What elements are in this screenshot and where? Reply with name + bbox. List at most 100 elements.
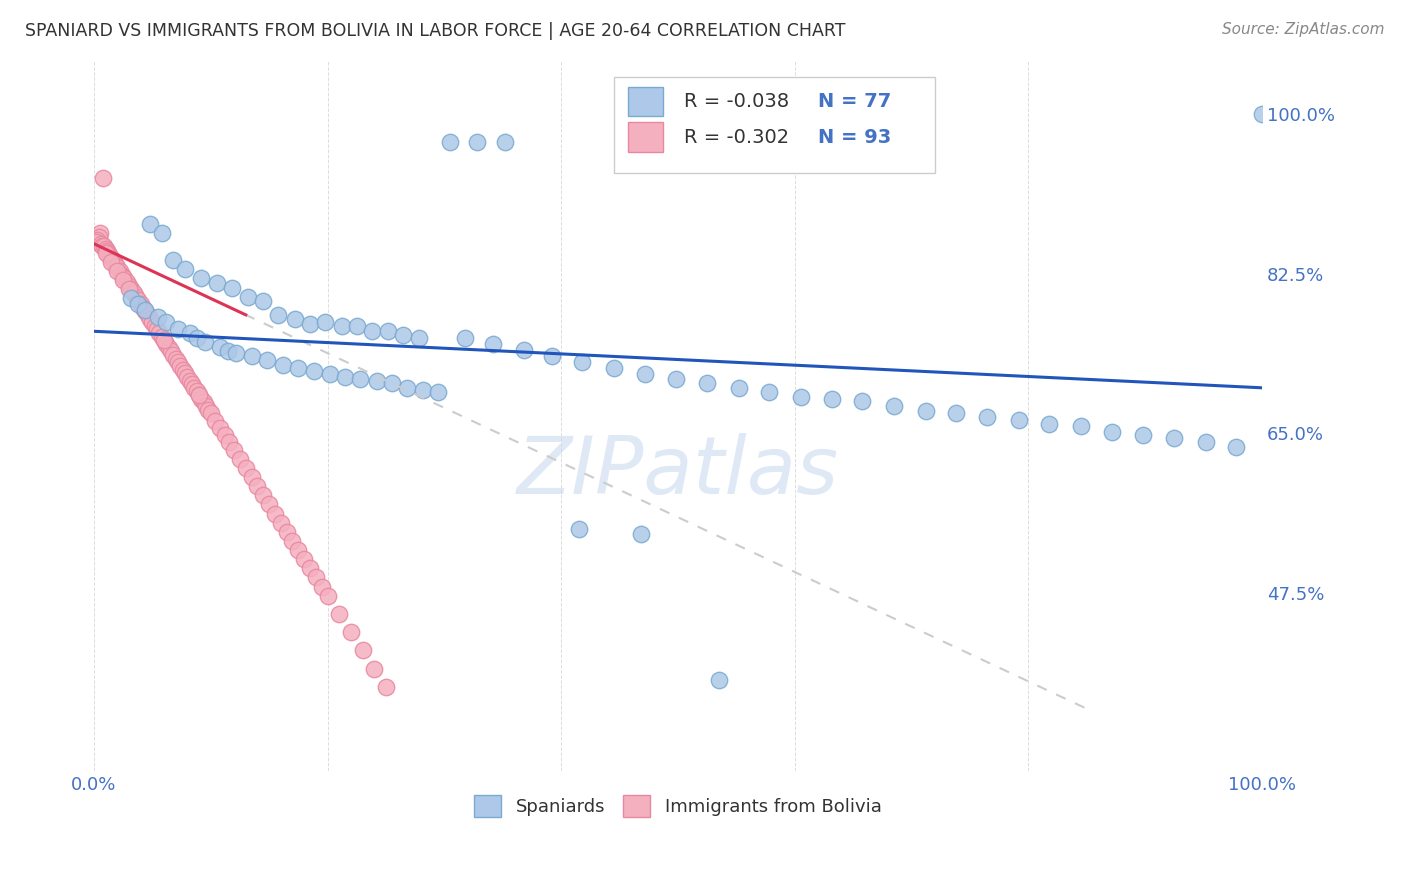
Point <box>540 349 562 363</box>
Point <box>1038 417 1060 432</box>
Point <box>571 355 593 369</box>
Point <box>183 381 205 395</box>
Point <box>103 255 125 269</box>
Point <box>91 171 114 186</box>
Point <box>174 366 197 380</box>
Point <box>1195 435 1218 450</box>
Point <box>287 543 309 558</box>
Point <box>153 334 176 348</box>
Point <box>240 349 263 363</box>
Point <box>176 369 198 384</box>
Point <box>361 324 384 338</box>
Point <box>298 561 321 575</box>
Point <box>204 414 226 428</box>
Point <box>112 273 135 287</box>
Point <box>408 331 430 345</box>
Point <box>132 301 155 315</box>
Point <box>696 376 718 391</box>
Point <box>209 421 232 435</box>
Text: N = 93: N = 93 <box>818 128 891 146</box>
Point <box>707 673 730 687</box>
Point <box>188 388 211 402</box>
Point <box>412 383 434 397</box>
Point <box>146 322 169 336</box>
Point <box>193 395 215 409</box>
Point <box>945 406 967 420</box>
Point <box>305 570 328 584</box>
Point <box>86 233 108 247</box>
Point <box>167 355 190 369</box>
Point <box>256 353 278 368</box>
Point <box>281 533 304 548</box>
Point <box>157 341 180 355</box>
Point <box>115 275 138 289</box>
Point <box>105 264 128 278</box>
Point <box>271 358 294 372</box>
Point <box>568 522 591 536</box>
Point <box>120 292 142 306</box>
Point <box>236 290 259 304</box>
Point <box>214 428 236 442</box>
Text: SPANIARD VS IMMIGRANTS FROM BOLIVIA IN LABOR FORCE | AGE 20-64 CORRELATION CHART: SPANIARD VS IMMIGRANTS FROM BOLIVIA IN L… <box>25 22 846 40</box>
Point <box>90 236 112 251</box>
Point <box>439 135 461 149</box>
Point <box>494 135 516 149</box>
Point <box>143 318 166 333</box>
Point <box>240 470 263 484</box>
Point <box>976 409 998 424</box>
Point <box>104 257 127 271</box>
Point <box>179 374 201 388</box>
Point <box>276 524 298 539</box>
Point <box>257 498 280 512</box>
Text: R = -0.302: R = -0.302 <box>683 128 789 146</box>
Point <box>333 369 356 384</box>
Point <box>108 264 131 278</box>
Point <box>94 245 117 260</box>
Point <box>821 392 844 406</box>
Point <box>134 303 156 318</box>
Point <box>392 327 415 342</box>
Point <box>465 135 488 149</box>
Point <box>112 269 135 284</box>
Point <box>197 402 219 417</box>
Point <box>328 607 350 621</box>
Point <box>252 294 274 309</box>
Point <box>395 381 418 395</box>
Bar <box>627 87 662 117</box>
Point <box>111 268 134 282</box>
Point <box>221 280 243 294</box>
Point <box>105 259 128 273</box>
Point <box>186 384 208 399</box>
Text: R = -0.038: R = -0.038 <box>683 92 789 112</box>
Point <box>302 364 325 378</box>
Point <box>139 311 162 326</box>
Point <box>1132 428 1154 442</box>
Point <box>225 346 247 360</box>
Point <box>94 242 117 256</box>
Point <box>122 285 145 300</box>
Point <box>150 330 173 344</box>
Point <box>222 442 245 457</box>
Point <box>150 226 173 240</box>
Point <box>146 310 169 324</box>
Point <box>758 385 780 400</box>
Point <box>179 326 201 340</box>
Point <box>167 321 190 335</box>
Point <box>252 488 274 502</box>
Point <box>98 250 121 264</box>
Point <box>190 271 212 285</box>
Point <box>218 435 240 450</box>
Point <box>160 344 183 359</box>
Point <box>169 359 191 373</box>
Point <box>165 351 187 366</box>
Point <box>314 315 336 329</box>
Point <box>89 226 111 240</box>
Point <box>125 290 148 304</box>
Point <box>87 230 110 244</box>
Point <box>319 367 342 381</box>
Point <box>1070 419 1092 434</box>
Point <box>172 362 194 376</box>
Point <box>153 334 176 348</box>
Point <box>349 372 371 386</box>
Point <box>194 335 217 350</box>
